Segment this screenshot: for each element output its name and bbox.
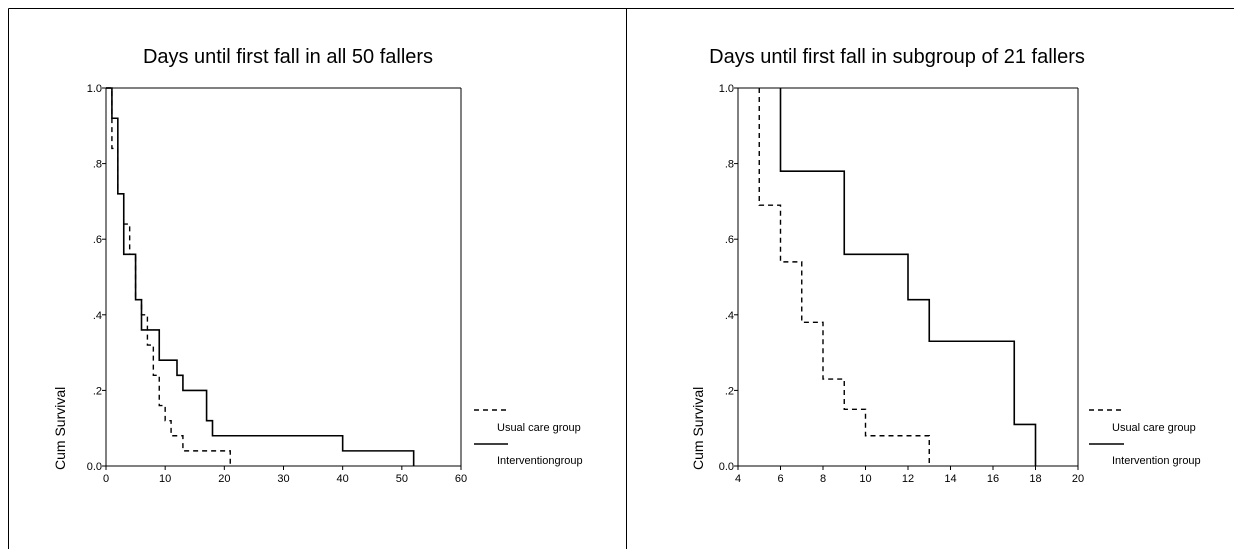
legend-label-intervention-left: Interventiongroup <box>497 455 583 467</box>
y-tick-label-left: 1.0 <box>87 83 102 95</box>
y-axis-label-left: Cum Survival <box>52 387 68 470</box>
chart-panel-left: Days until first fall in all 50 fallers 0… <box>8 8 627 549</box>
x-tick-label-right: 10 <box>859 473 871 485</box>
x-tick-label-right: 12 <box>902 473 914 485</box>
y-tick-label-left: .4 <box>93 310 102 322</box>
x-tick-label-left: 60 <box>455 473 467 485</box>
chart-svg-left: Days until first fall in all 50 fallers 0… <box>8 8 627 549</box>
y-axis-label-right: Cum Survival <box>690 387 706 470</box>
legend-label-usual-care-left: Usual care group <box>497 422 581 434</box>
x-tick-label-left: 50 <box>396 473 408 485</box>
x-tick-label-left: 0 <box>103 473 109 485</box>
y-tick-label-left: .6 <box>93 234 102 246</box>
chart-title-left: Days until first fall in all 50 fallers <box>143 46 433 68</box>
x-tick-label-right: 4 <box>735 473 741 485</box>
y-tick-label-right: .8 <box>725 159 734 171</box>
x-tick-label-left: 20 <box>218 473 230 485</box>
x-tick-label-left: 40 <box>337 473 349 485</box>
chart-svg-right: Days until first fall in subgroup of 21 … <box>627 8 1234 485</box>
legend-label-usual-care-right: Usual care group <box>1112 422 1196 434</box>
x-tick-label-left: 30 <box>277 473 289 485</box>
x-tick-label-right: 16 <box>987 473 999 485</box>
y-tick-label-right: .2 <box>725 385 734 397</box>
x-tick-label-left: 10 <box>159 473 171 485</box>
x-tick-label-right: 14 <box>944 473 956 485</box>
chart-panel-right: Days until first fall in subgroup of 21 … <box>627 0 1234 549</box>
series-line-right-usual-care <box>758 88 930 466</box>
x-tick-label-right: 20 <box>1072 473 1084 485</box>
y-tick-label-right: 1.0 <box>719 83 734 95</box>
y-tick-label-left: .8 <box>93 159 102 171</box>
chart-title-right: Days until first fall in subgroup of 21 … <box>709 46 1085 68</box>
series-line-right-intervention <box>779 88 1037 466</box>
y-tick-label-right: 0.0 <box>719 461 734 473</box>
y-tick-label-left: 0.0 <box>87 461 102 473</box>
series-line-left-usual-care <box>106 87 231 466</box>
y-tick-label-right: .4 <box>725 310 734 322</box>
y-tick-label-left: .2 <box>93 385 102 397</box>
y-tick-label-right: .6 <box>725 234 734 246</box>
x-tick-label-right: 6 <box>777 473 783 485</box>
x-tick-label-right: 18 <box>1029 473 1041 485</box>
legend-label-intervention-right: Intervention group <box>1112 455 1201 467</box>
x-tick-label-right: 8 <box>820 473 826 485</box>
series-line-left-intervention <box>106 87 415 466</box>
